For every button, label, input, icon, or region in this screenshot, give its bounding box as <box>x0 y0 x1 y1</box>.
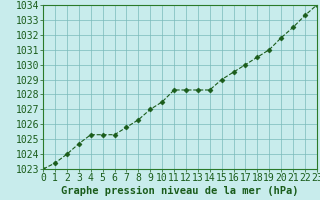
X-axis label: Graphe pression niveau de la mer (hPa): Graphe pression niveau de la mer (hPa) <box>61 186 299 196</box>
